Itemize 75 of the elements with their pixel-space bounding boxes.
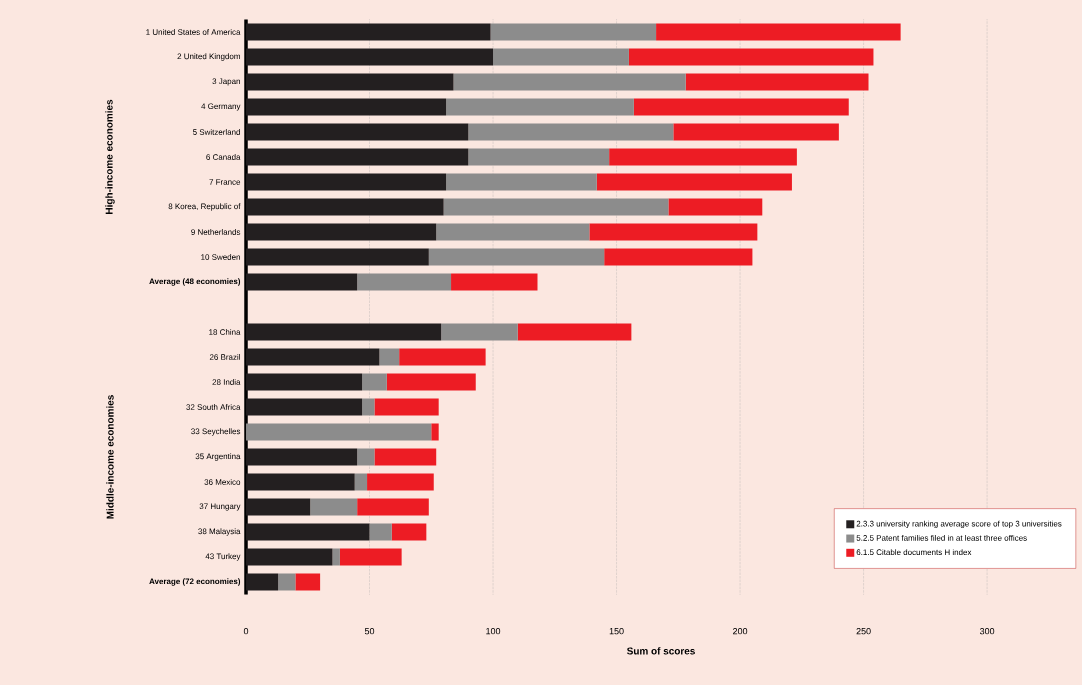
bar xyxy=(374,398,439,416)
bar xyxy=(246,173,447,191)
x-tick-label: 0 xyxy=(243,628,249,635)
text: High-income economies xyxy=(105,99,115,214)
bar xyxy=(246,248,429,266)
bar xyxy=(339,548,402,566)
x-axis-title: Sum of scores xyxy=(626,647,695,655)
bar xyxy=(446,173,597,191)
bar xyxy=(391,523,427,541)
bar xyxy=(656,23,901,41)
x-tick-label: 100 xyxy=(486,628,501,635)
bar xyxy=(295,573,321,591)
bar xyxy=(453,73,686,91)
x-tick-label: 50 xyxy=(364,628,375,635)
bar xyxy=(596,173,792,191)
bar xyxy=(246,273,358,291)
bar xyxy=(673,123,839,141)
bar xyxy=(246,473,355,491)
bar xyxy=(357,498,429,516)
bar xyxy=(246,123,469,141)
bar xyxy=(685,73,869,91)
bar xyxy=(246,223,437,241)
bar xyxy=(246,73,454,91)
bar xyxy=(246,198,444,216)
bar xyxy=(441,323,518,341)
bar xyxy=(628,48,874,66)
x-tick-label: 250 xyxy=(856,628,871,635)
bar xyxy=(379,348,400,366)
bar xyxy=(493,48,629,66)
bar xyxy=(278,573,296,591)
bar xyxy=(246,348,380,366)
bar xyxy=(468,148,610,166)
bar xyxy=(310,498,358,516)
bar xyxy=(246,148,469,166)
bar xyxy=(246,523,370,541)
x-tick-label: 200 xyxy=(733,628,748,635)
bar xyxy=(446,98,634,116)
bar xyxy=(604,248,753,266)
bar xyxy=(443,198,669,216)
bar xyxy=(609,148,797,166)
bar xyxy=(357,273,452,291)
bar xyxy=(246,373,363,391)
bar xyxy=(399,348,486,366)
bar xyxy=(246,98,447,116)
bar xyxy=(633,98,849,116)
bar xyxy=(246,48,494,66)
bar xyxy=(246,423,432,441)
x-tick-label: 150 xyxy=(609,628,624,635)
bar xyxy=(246,498,311,516)
bar xyxy=(246,323,442,341)
bar xyxy=(367,473,434,491)
bar xyxy=(386,373,476,391)
bar xyxy=(490,23,657,41)
bar xyxy=(369,523,392,541)
x-tick-label: 300 xyxy=(979,628,995,635)
bar xyxy=(428,248,605,266)
bar xyxy=(362,398,375,416)
bar xyxy=(668,198,763,216)
bar xyxy=(354,473,368,491)
bar xyxy=(246,23,491,41)
bar xyxy=(362,373,387,391)
bar xyxy=(246,398,363,416)
bar xyxy=(468,123,674,141)
bar xyxy=(246,448,358,466)
bar xyxy=(246,548,333,566)
bar xyxy=(517,323,632,341)
bar xyxy=(246,573,279,591)
bar xyxy=(436,223,590,241)
bar xyxy=(431,423,439,441)
bar xyxy=(589,223,758,241)
bar xyxy=(374,448,437,466)
bar xyxy=(357,448,375,466)
bar xyxy=(332,548,340,566)
text: Middle-income economies xyxy=(106,395,114,519)
bar xyxy=(451,273,538,291)
